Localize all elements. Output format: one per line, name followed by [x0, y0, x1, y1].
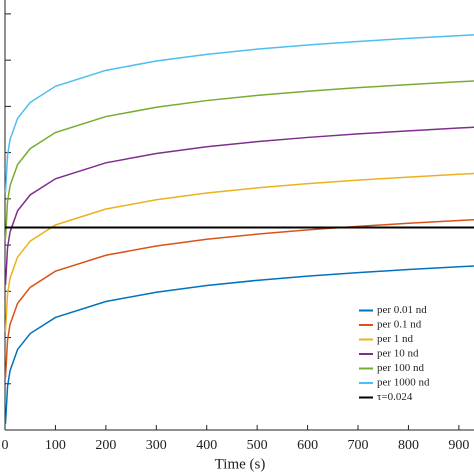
x-tick-label: 700 — [348, 438, 369, 453]
series-line — [4, 265, 474, 424]
x-axis-label: Time (s) — [215, 456, 266, 472]
series-line — [4, 34, 474, 193]
x-tick-label: 100 — [45, 438, 66, 453]
legend-label: per 0.01 nd — [377, 304, 427, 316]
x-tick-label: 300 — [146, 438, 167, 453]
legend-label: per 100 nd — [377, 362, 425, 374]
x-tick-label: 200 — [95, 438, 116, 453]
legend-label: per 0.1 nd — [377, 319, 422, 331]
series-line — [4, 80, 474, 239]
series-line — [4, 126, 474, 286]
x-tick-label: 0 — [2, 438, 9, 453]
legend-label: per 10 nd — [377, 348, 419, 360]
x-tick-label: 600 — [297, 438, 318, 453]
legend-label: per 1000 nd — [377, 377, 430, 389]
x-tick-label: 900 — [448, 438, 469, 453]
series-line — [4, 172, 474, 332]
series-line — [4, 219, 474, 378]
x-tick-label: 400 — [196, 438, 217, 453]
legend: per 0.01 nd per 0.1 nd per 1 nd per 10 nd pe… — [354, 300, 448, 409]
x-tick-label: 500 — [247, 438, 268, 453]
legend-label: per 1 nd — [377, 333, 414, 345]
legend-label: τ=0.024 — [377, 391, 413, 403]
x-tick-label: 800 — [398, 438, 419, 453]
